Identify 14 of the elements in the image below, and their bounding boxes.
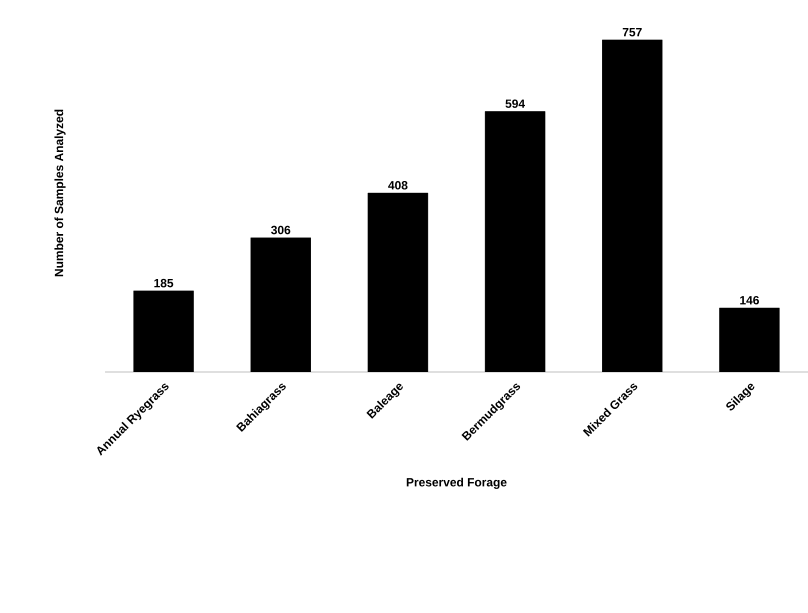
bar [602,40,662,372]
data-label: 757 [622,28,642,36]
y-axis-title: Number of Samples Analyzed [54,110,66,276]
data-label: 408 [388,181,408,190]
data-label: 306 [271,226,290,234]
bar [484,111,546,372]
bar [368,192,428,372]
bar [719,308,780,372]
x-axis-title: Preserved Forage [406,478,507,489]
bar [250,238,311,372]
data-label: 594 [505,99,525,108]
data-label: 146 [740,296,759,304]
bar [133,290,194,372]
data-label: 185 [154,278,174,288]
